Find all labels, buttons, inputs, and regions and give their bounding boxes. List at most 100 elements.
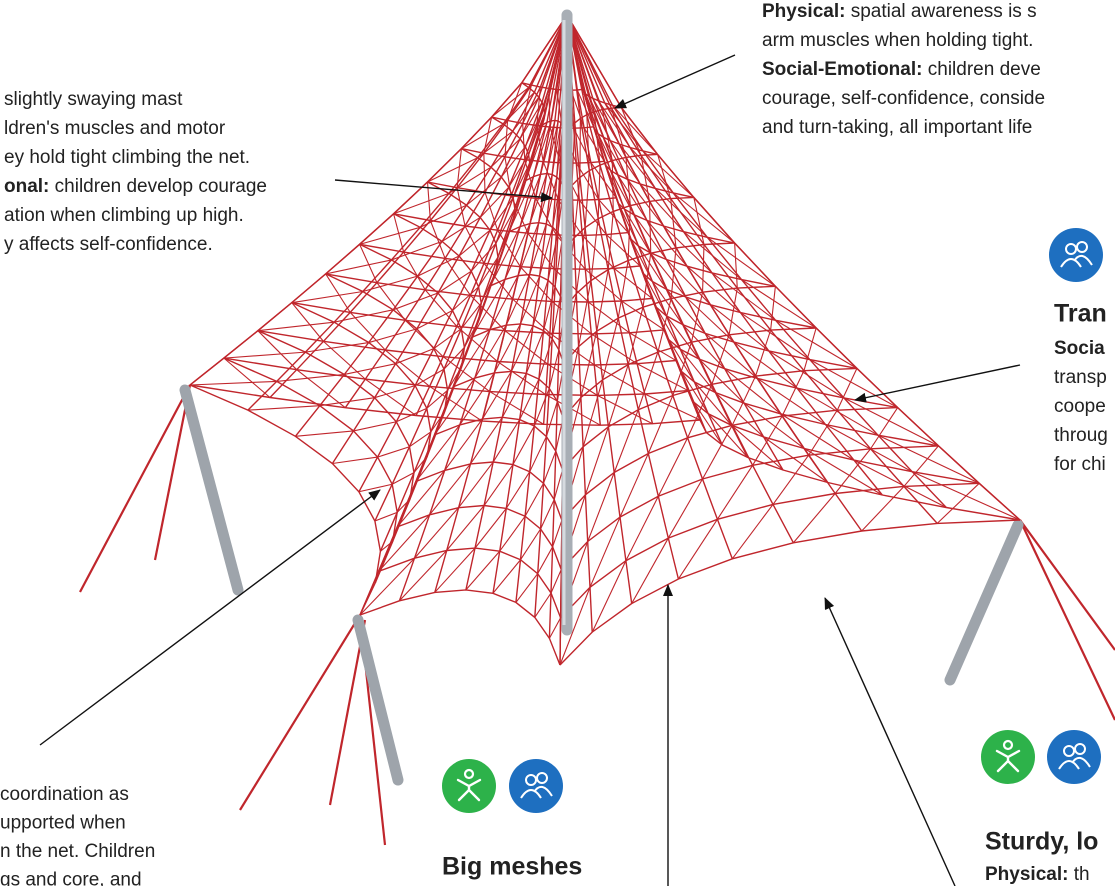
net-diagonal: [574, 177, 580, 238]
net-diagonal: [735, 243, 738, 288]
net-diagonal: [797, 388, 878, 435]
annotation-line: y affects self-confidence.: [4, 234, 213, 255]
net-diagonal: [744, 403, 804, 448]
pole: [185, 390, 238, 590]
net-diagonal: [844, 398, 939, 446]
net-diagonal: [258, 322, 334, 330]
net-diagonal: [385, 350, 429, 386]
net-diagonal: [379, 515, 430, 572]
rope: [240, 615, 360, 810]
net-diagonal: [551, 570, 561, 593]
net-diagonal: [295, 431, 353, 436]
net-diagonal: [465, 226, 484, 263]
page: Physical: spatial awareness is s arm musc…: [0, 0, 1115, 886]
net-diagonal: [937, 483, 979, 523]
annotation-line: transp: [1054, 367, 1107, 388]
net-diagonal: [725, 369, 781, 414]
annotation-line: Physical: th: [985, 864, 1090, 885]
net-diagonal: [804, 449, 882, 495]
net-diagonal: [703, 244, 704, 292]
net-diagonal: [793, 493, 835, 542]
net-diagonal: [248, 406, 320, 410]
net-diagonal: [475, 325, 506, 378]
net-diagonal: [190, 381, 277, 385]
net-diagonal: [326, 260, 392, 274]
net-diagonal: [546, 395, 601, 426]
net-diagonal: [445, 258, 470, 295]
annotation-line: arm muscles when holding tight.: [762, 30, 1033, 51]
line-text: ey hold tight climbing the net.: [4, 147, 250, 168]
net-diagonal: [854, 460, 946, 507]
net-diagonal: [658, 438, 687, 496]
line-text: spatial awareness is s: [845, 1, 1036, 22]
net-diagonal: [597, 270, 608, 332]
net-diagonal: [442, 217, 480, 241]
net-diagonal: [353, 422, 396, 431]
line-text: n the net. Children: [0, 841, 155, 862]
net-diagonal: [764, 437, 828, 483]
annotation-line: courage, self-confidence, conside: [762, 88, 1045, 109]
annotation-line: Socia: [1054, 338, 1105, 359]
net-ring: [224, 358, 397, 571]
climbing-net: [80, 15, 1115, 845]
annotation-line: ldren's muscles and motor: [4, 118, 226, 139]
net-diagonal: [459, 230, 490, 256]
line-text: courage, self-confidence, conside: [762, 88, 1045, 109]
net-diagonal: [549, 618, 560, 639]
net-diagonal: [484, 153, 485, 192]
net-diagonal: [359, 484, 392, 492]
net-diagonal: [425, 290, 457, 327]
annotation-line: coope: [1054, 396, 1106, 417]
line-text: upported when: [0, 813, 126, 834]
rope: [1020, 520, 1115, 650]
net-diagonal: [614, 410, 638, 473]
net-diagonal: [461, 303, 481, 329]
net-diagonal: [535, 593, 551, 617]
annotation-line: Social-Emotional: children deve: [762, 59, 1041, 80]
net-diagonal: [678, 519, 717, 579]
net-diagonal: [771, 286, 776, 330]
line-text: slightly swaying mast: [4, 89, 183, 110]
line-text: gs and core, and: [0, 870, 142, 886]
net-diagonal: [809, 410, 838, 455]
line-text: children develop courage: [49, 176, 267, 197]
annotation-line: ation when climbing up high.: [4, 205, 244, 226]
line-text: coordination as: [0, 784, 129, 805]
net-diagonal: [694, 402, 722, 445]
line-text: ation when climbing up high.: [4, 205, 244, 226]
diagram: Physical: spatial awareness is s arm musc…: [0, 0, 1115, 886]
net-diagonal: [619, 144, 655, 188]
arrow: [40, 490, 380, 745]
net-diagonal: [668, 479, 702, 538]
line-text: th: [1068, 864, 1089, 885]
bold-lead: Socia: [1054, 338, 1105, 359]
bold-lead: onal:: [4, 176, 49, 197]
bold-lead: Physical:: [762, 1, 845, 22]
bold-lead: Physical:: [985, 864, 1068, 885]
net-diagonal: [332, 457, 377, 463]
line-text: arm muscles when holding tight.: [762, 30, 1033, 51]
net-diagonal: [757, 378, 825, 424]
net-ring: [292, 303, 431, 482]
net-diagonal: [585, 427, 608, 495]
annotation-line: slightly swaying mast: [4, 89, 183, 110]
net-diagonal: [732, 504, 773, 558]
net-diagonal: [734, 342, 797, 388]
net-diagonal: [781, 414, 854, 460]
annotations: Physical: spatial awareness is s arm musc…: [0, 1, 1108, 886]
net-ring: [360, 590, 560, 665]
annotation-line: for chi: [1054, 454, 1106, 475]
line-text: coope: [1054, 396, 1106, 417]
net-diagonal: [862, 486, 904, 531]
net-diagonal: [708, 414, 748, 458]
bold-lead: Social-Emotional:: [762, 59, 922, 80]
line-text: throug: [1054, 425, 1108, 446]
annotation-heading: Tran: [1054, 300, 1107, 328]
annotation-line: and turn-taking, all important life: [762, 117, 1032, 138]
social-icon: [509, 759, 563, 813]
line-text: transp: [1054, 367, 1107, 388]
annotation-line: coordination as: [0, 784, 129, 805]
line-text: ldren's muscles and motor: [4, 118, 226, 139]
net-diagonal: [591, 219, 598, 281]
net-diagonal: [538, 547, 553, 574]
